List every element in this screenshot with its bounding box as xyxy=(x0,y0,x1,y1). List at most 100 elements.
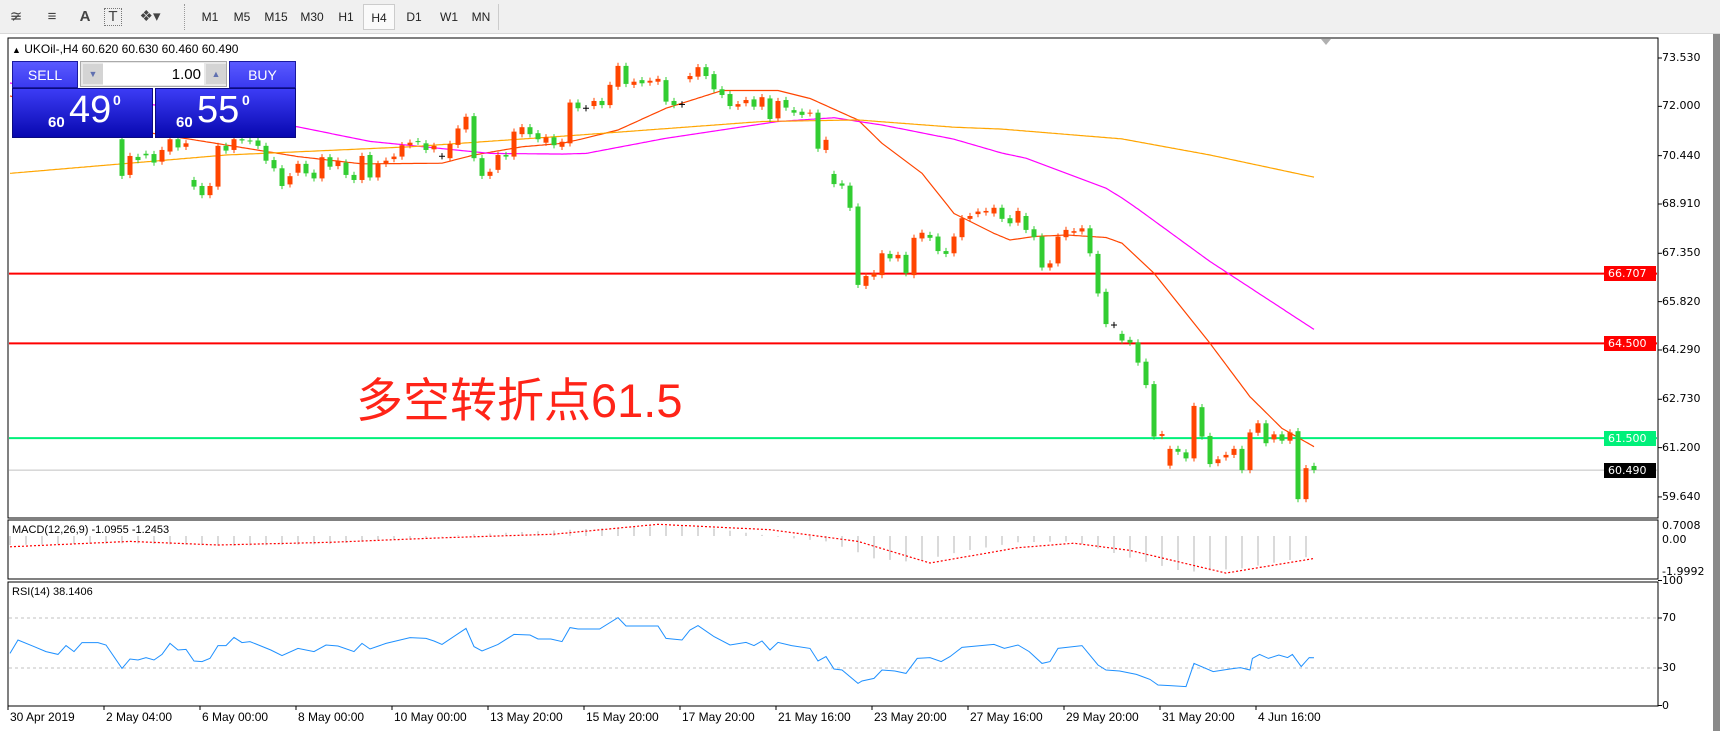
elliott-wave-icon[interactable]: ≆ xyxy=(9,8,23,25)
candle xyxy=(135,156,141,161)
rsi-label: RSI(14) 38.1406 xyxy=(12,586,93,598)
timeframe-m5[interactable]: M5 xyxy=(233,10,251,24)
date-axis-label: 2 May 04:00 xyxy=(106,710,173,724)
candle xyxy=(463,116,469,130)
date-axis-label: 21 May 16:00 xyxy=(778,710,851,724)
candle xyxy=(1311,465,1317,471)
candle xyxy=(231,139,237,150)
timeframe-d1[interactable]: D1 xyxy=(406,10,422,24)
candle xyxy=(1199,407,1205,437)
candle xyxy=(279,168,285,186)
macd-axis-label: 0.7008 xyxy=(1662,519,1701,532)
candle xyxy=(855,206,861,285)
timeframe-h4[interactable]: H4 xyxy=(363,4,395,30)
rsi-axis-label: 100 xyxy=(1662,573,1683,587)
candle xyxy=(487,171,493,176)
price-axis-label: 61.200 xyxy=(1662,440,1701,454)
price-axis-label: 59.640 xyxy=(1662,489,1701,503)
lot-decrease-button[interactable]: ▼ xyxy=(83,64,103,84)
candle xyxy=(375,163,381,178)
text-icon[interactable]: A xyxy=(79,8,91,25)
candle xyxy=(767,98,773,119)
candle xyxy=(951,236,957,254)
candle xyxy=(751,99,757,107)
lot-increase-button[interactable]: ▲ xyxy=(206,64,226,84)
candle xyxy=(271,160,277,169)
fibonacci-icon[interactable]: ≡ xyxy=(47,8,57,25)
candle xyxy=(1031,229,1037,238)
candle xyxy=(1095,253,1101,294)
rsi-axis-label: 0 xyxy=(1662,698,1669,712)
candle xyxy=(343,162,349,175)
timeframe-mn[interactable]: MN xyxy=(471,10,491,24)
candle xyxy=(791,110,797,113)
candle xyxy=(839,183,845,186)
candle xyxy=(887,253,893,259)
candle xyxy=(159,149,165,162)
date-axis-label: 4 Jun 16:00 xyxy=(1258,710,1321,724)
candle xyxy=(575,102,581,109)
candle xyxy=(783,100,789,108)
candle xyxy=(591,100,597,107)
candle xyxy=(567,102,573,144)
candle xyxy=(367,155,373,178)
buy-price-main: 55 xyxy=(197,89,240,131)
sell-button[interactable]: SELL xyxy=(12,61,78,88)
one-click-trading-panel: SELL ▼ ▲ BUY 60 49 0 60 55 0 xyxy=(12,61,296,138)
candle xyxy=(1183,452,1189,459)
arrows-icon[interactable]: ❖▾ xyxy=(139,8,161,25)
candle xyxy=(351,174,357,180)
candle xyxy=(263,145,269,161)
buy-price-button[interactable]: 60 55 0 xyxy=(155,88,296,138)
candle xyxy=(871,273,877,277)
candle xyxy=(167,139,173,152)
timeframe-m15[interactable]: M15 xyxy=(264,10,288,24)
candle xyxy=(127,155,133,175)
macd-axis-label: 0.00 xyxy=(1662,533,1687,546)
candle xyxy=(1207,435,1213,465)
timeframe-h1[interactable]: H1 xyxy=(338,10,354,24)
candle xyxy=(335,160,341,167)
chart-shift-marker xyxy=(1321,39,1331,45)
candle xyxy=(1071,231,1077,233)
price-line-tag: 66.707 xyxy=(1604,266,1656,282)
chart-annotation-text[interactable]: 多空转折点61.5 xyxy=(356,374,683,427)
sell-price-button[interactable]: 60 49 0 xyxy=(12,88,153,138)
candle xyxy=(151,154,157,163)
candle xyxy=(199,185,205,196)
candle xyxy=(1143,361,1149,386)
date-axis-label: 23 May 20:00 xyxy=(874,710,947,724)
main-plot xyxy=(9,62,1657,503)
candle xyxy=(1159,434,1165,436)
timeframe-m1[interactable]: M1 xyxy=(201,10,219,24)
candle xyxy=(919,232,925,239)
price-axis-label: 65.820 xyxy=(1662,294,1701,308)
candle xyxy=(727,94,733,107)
date-axis-label: 30 Apr 2019 xyxy=(10,710,75,724)
date-axis-label: 13 May 20:00 xyxy=(490,710,563,724)
candle xyxy=(711,74,717,90)
candle xyxy=(383,160,389,164)
candle xyxy=(1079,228,1085,232)
candle xyxy=(1119,333,1125,341)
lot-input[interactable] xyxy=(103,63,204,85)
candle xyxy=(511,131,517,157)
text-label-icon[interactable]: T xyxy=(104,8,122,26)
candle xyxy=(847,185,853,208)
candle xyxy=(1287,432,1293,441)
collapse-triangle-icon[interactable]: ▲ xyxy=(12,45,21,55)
candle xyxy=(943,251,949,254)
candle xyxy=(455,128,461,145)
candle xyxy=(1175,448,1181,452)
candle xyxy=(615,65,621,87)
candle xyxy=(743,100,749,104)
buy-button[interactable]: BUY xyxy=(229,61,296,88)
date-axis-label: 15 May 20:00 xyxy=(586,710,659,724)
macd-signal-line xyxy=(9,523,1315,574)
timeframe-m30[interactable]: M30 xyxy=(300,10,324,24)
timeframe-w1[interactable]: W1 xyxy=(440,10,458,24)
candle xyxy=(215,145,221,187)
sell-price-prefix: 60 xyxy=(48,114,65,131)
candle xyxy=(703,67,709,77)
chart-header: ▲ UKOil-,H4 60.620 60.630 60.460 60.490 xyxy=(12,42,238,56)
